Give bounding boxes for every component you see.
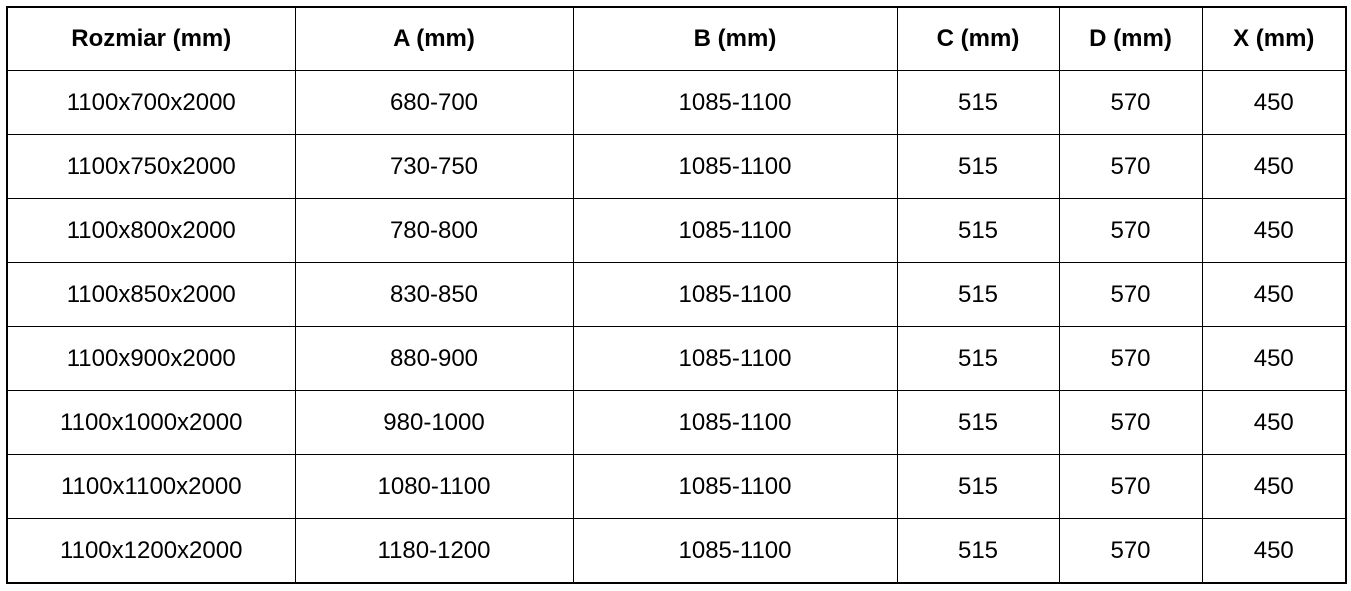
table-row: 1100x850x2000 830-850 1085-1100 515 570 450: [6, 262, 1347, 327]
table-row: 1100x900x2000 880-900 1085-1100 515 570 450: [6, 326, 1347, 391]
cell-a: 1080-1100: [294, 454, 574, 519]
table-row: 1100x750x2000 730-750 1085-1100 515 570 450: [6, 134, 1347, 199]
cell-x: 450: [1201, 70, 1347, 135]
cell-x: 450: [1201, 454, 1347, 519]
cell-b: 1085-1100: [572, 454, 898, 519]
column-header-x: X (mm): [1201, 6, 1347, 71]
cell-d: 570: [1058, 134, 1203, 199]
cell-size: 1100x850x2000: [6, 262, 296, 327]
cell-c: 515: [896, 454, 1060, 519]
cell-a: 780-800: [294, 198, 574, 263]
table-row: 1100x1000x2000 980-1000 1085-1100 515 570 450: [6, 390, 1347, 455]
table-row: 1100x1100x2000 1080-1100 1085-1100 515 570 45…: [6, 454, 1347, 519]
cell-c: 515: [896, 70, 1060, 135]
column-header-c: C (mm): [896, 6, 1060, 71]
cell-c: 515: [896, 390, 1060, 455]
cell-d: 570: [1058, 390, 1203, 455]
cell-b: 1085-1100: [572, 70, 898, 135]
cell-a: 880-900: [294, 326, 574, 391]
column-header-a: A (mm): [294, 6, 574, 71]
cell-c: 515: [896, 518, 1060, 584]
cell-x: 450: [1201, 390, 1347, 455]
cell-a: 980-1000: [294, 390, 574, 455]
cell-b: 1085-1100: [572, 518, 898, 584]
cell-d: 570: [1058, 326, 1203, 391]
column-header-d: D (mm): [1058, 6, 1203, 71]
cell-size: 1100x750x2000: [6, 134, 296, 199]
cell-x: 450: [1201, 326, 1347, 391]
cell-a: 730-750: [294, 134, 574, 199]
column-header-b: B (mm): [572, 6, 898, 71]
cell-size: 1100x1100x2000: [6, 454, 296, 519]
cell-b: 1085-1100: [572, 390, 898, 455]
cell-b: 1085-1100: [572, 326, 898, 391]
table-row: 1100x800x2000 780-800 1085-1100 515 570 450: [6, 198, 1347, 263]
cell-x: 450: [1201, 262, 1347, 327]
cell-c: 515: [896, 134, 1060, 199]
table-row: 1100x700x2000 680-700 1085-1100 515 570 450: [6, 70, 1347, 135]
cell-c: 515: [896, 262, 1060, 327]
cell-size: 1100x1200x2000: [6, 518, 296, 584]
column-header-size: Rozmiar (mm): [6, 6, 296, 71]
cell-c: 515: [896, 198, 1060, 263]
cell-a: 1180-1200: [294, 518, 574, 584]
cell-x: 450: [1201, 134, 1347, 199]
cell-size: 1100x1000x2000: [6, 390, 296, 455]
cell-b: 1085-1100: [572, 198, 898, 263]
cell-size: 1100x700x2000: [6, 70, 296, 135]
header-row: Rozmiar (mm) A (mm) B (mm) C (mm) D (mm) X (m…: [6, 6, 1347, 71]
cell-x: 450: [1201, 198, 1347, 263]
table-row: 1100x1200x2000 1180-1200 1085-1100 515 570 45…: [6, 518, 1347, 584]
cell-b: 1085-1100: [572, 262, 898, 327]
cell-d: 570: [1058, 262, 1203, 327]
cell-size: 1100x900x2000: [6, 326, 296, 391]
cell-d: 570: [1058, 70, 1203, 135]
cell-x: 450: [1201, 518, 1347, 584]
cell-size: 1100x800x2000: [6, 198, 296, 263]
cell-d: 570: [1058, 518, 1203, 584]
cell-d: 570: [1058, 454, 1203, 519]
cell-a: 680-700: [294, 70, 574, 135]
cell-a: 830-850: [294, 262, 574, 327]
dimensions-table: Rozmiar (mm) A (mm) B (mm) C (mm) D (mm) X (m…: [6, 6, 1347, 584]
cell-c: 515: [896, 326, 1060, 391]
cell-b: 1085-1100: [572, 134, 898, 199]
cell-d: 570: [1058, 198, 1203, 263]
